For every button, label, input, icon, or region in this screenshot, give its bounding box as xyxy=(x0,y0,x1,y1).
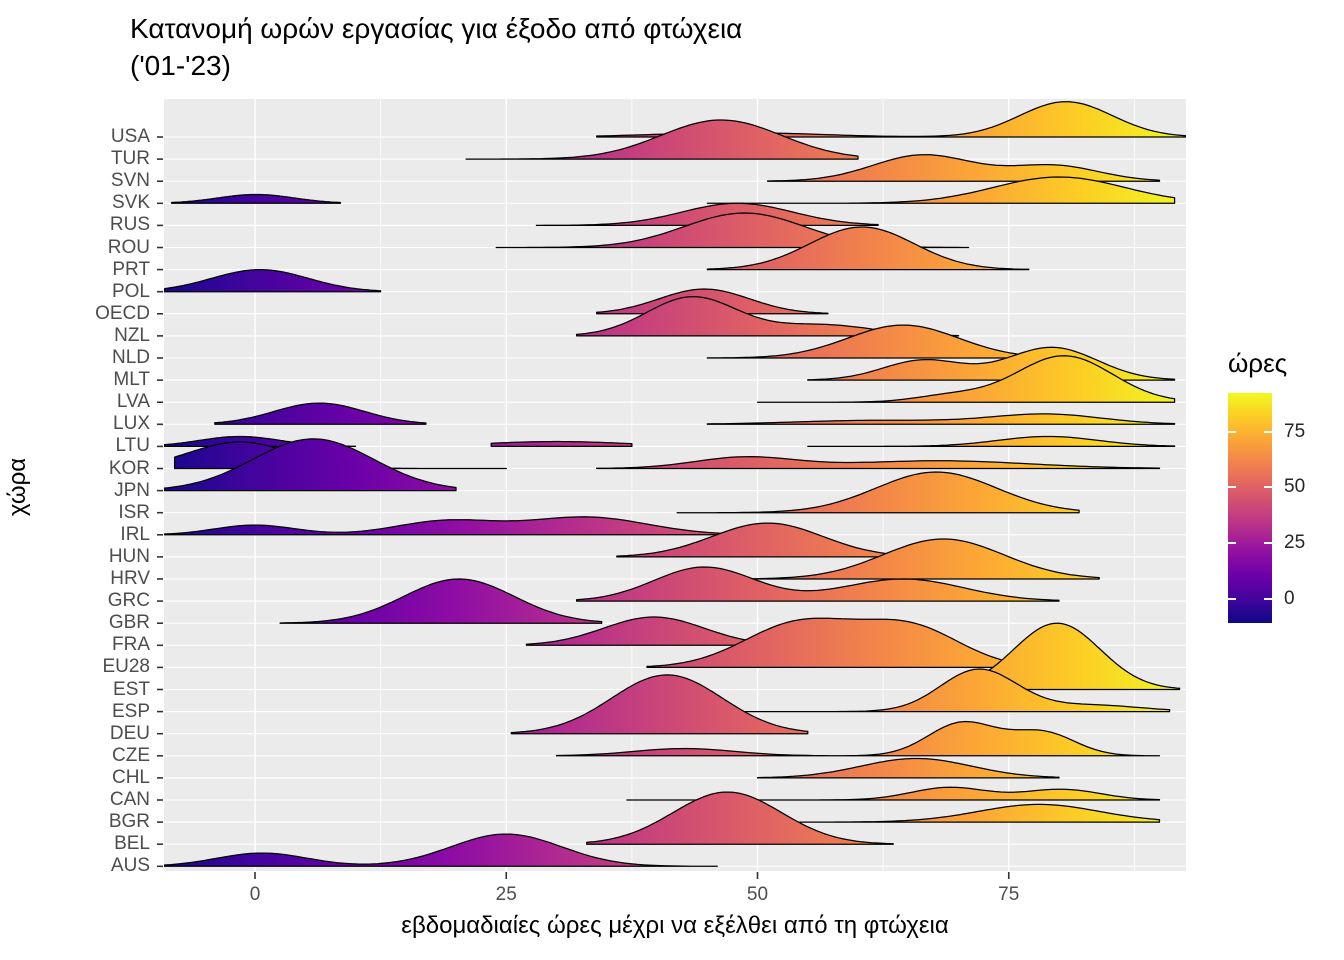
y-tick-label-svk: SVK xyxy=(111,192,150,214)
x-tick-label-75: 75 xyxy=(998,884,1020,905)
ridge-bgr xyxy=(776,803,1161,823)
y-tick-label-nld: NLD xyxy=(111,347,150,368)
ridge-prt xyxy=(706,226,1030,271)
ridge-kor xyxy=(596,455,1161,470)
ridge-aus xyxy=(164,833,718,867)
legend-tick-mark xyxy=(1264,597,1272,600)
legend-tick-mark xyxy=(1264,430,1272,433)
ridge-bel xyxy=(586,791,894,845)
x-axis-title: εβδομαδιαίες ώρες μέχρι να εξέλθει από τ… xyxy=(401,912,949,939)
ridge-svk xyxy=(170,193,342,204)
y-tick-label-hun: HUN xyxy=(108,545,150,567)
legend-tick-mark xyxy=(1228,597,1236,600)
legend-label-50: 50 xyxy=(1284,476,1306,498)
ridge-chl xyxy=(756,757,1060,779)
ridge-deu xyxy=(510,674,809,735)
y-tick-label-can: CAN xyxy=(109,789,150,810)
y-tick-label-deu: DEU xyxy=(109,722,150,744)
y-tick-label-usa: USA xyxy=(110,126,150,147)
ridge-ltu xyxy=(807,435,1176,448)
legend-colorbar xyxy=(1228,393,1272,623)
ridge-svk xyxy=(706,176,1176,204)
y-tick-label-hrv: HRV xyxy=(110,568,150,589)
y-tick-label-tur: TUR xyxy=(110,148,150,170)
ridges xyxy=(164,101,1186,867)
y-tick-label-cze: CZE xyxy=(112,744,150,766)
y-tick-label-fra: FRA xyxy=(112,634,150,656)
x-tick-label-25: 25 xyxy=(495,884,517,905)
ridge-nld xyxy=(706,324,1070,359)
y-tick-label-mlt: MLT xyxy=(113,369,150,391)
chart-title: Κατανομή ωρών εργασίας για έξοδο από φτώ… xyxy=(130,13,743,81)
ridge-isr xyxy=(676,471,1080,514)
ridge-tur xyxy=(465,119,859,160)
y-tick-label-bel: BEL xyxy=(114,833,150,855)
ridge-hun xyxy=(616,522,909,558)
legend-tick-mark xyxy=(1228,542,1236,544)
y-tick-label-gbr: GBR xyxy=(108,612,150,634)
y-tick-label-svn: SVN xyxy=(110,170,150,192)
y-tick-label-est: EST xyxy=(113,678,150,700)
axis-ticks xyxy=(157,136,1010,879)
ridge-lva xyxy=(756,355,1176,403)
ridge-hrv xyxy=(696,538,1100,580)
ridge-lux xyxy=(214,402,427,425)
ridge-svn xyxy=(766,154,1161,182)
ridge-irl xyxy=(164,516,729,536)
y-tick-label-lux: LUX xyxy=(113,413,150,435)
y-tick-label-chl: CHL xyxy=(111,766,150,788)
legend-tick-mark xyxy=(1264,542,1272,544)
y-tick-label-oecd: OECD xyxy=(95,302,150,324)
ridge-gbr xyxy=(279,578,603,624)
y-tick-label-jpn: JPN xyxy=(114,479,150,501)
ridge-lux xyxy=(706,413,1176,425)
y-tick-label-rus: RUS xyxy=(109,214,150,236)
y-tick-label-prt: PRT xyxy=(112,258,150,280)
ridge-eu28 xyxy=(646,617,1020,669)
legend-label-0: 0 xyxy=(1284,587,1295,609)
y-tick-label-nzl: NZL xyxy=(114,324,150,346)
legend-tick-mark xyxy=(1228,486,1236,489)
y-tick-label-grc: GRC xyxy=(107,590,150,612)
y-tick-label-bgr: BGR xyxy=(108,811,150,833)
ridge-cze xyxy=(555,720,1161,757)
y-tick-label-irl: IRL xyxy=(120,523,150,545)
legend-title: ώρες xyxy=(1228,348,1288,378)
legend-tick-mark xyxy=(1264,486,1272,489)
y-tick-label-rou: ROU xyxy=(107,236,150,258)
y-tick-label-esp: ESP xyxy=(111,700,150,722)
ridge-ltu xyxy=(490,440,633,448)
y-tick-label-ltu: LTU xyxy=(115,435,150,457)
x-tick-label-0: 0 xyxy=(249,884,261,905)
ridge-jpn xyxy=(164,438,457,492)
legend-label-75: 75 xyxy=(1284,420,1306,442)
y-tick-label-aus: AUS xyxy=(110,855,150,877)
y-tick-label-pol: POL xyxy=(111,280,150,302)
y-tick-label-isr: ISR xyxy=(118,501,150,523)
ridge-esp xyxy=(736,668,1171,713)
y-tick-label-lva: LVA xyxy=(116,391,150,413)
legend-label-25: 25 xyxy=(1284,532,1306,553)
x-tick-label-50: 50 xyxy=(746,884,769,905)
ridge-pol xyxy=(164,268,382,293)
y-tick-label-eu28: EU28 xyxy=(102,656,150,678)
y-tick-label-kor: KOR xyxy=(108,457,150,479)
ridge-rus xyxy=(535,202,879,227)
ridge-grc xyxy=(575,566,1060,602)
legend-tick-mark xyxy=(1228,430,1236,433)
